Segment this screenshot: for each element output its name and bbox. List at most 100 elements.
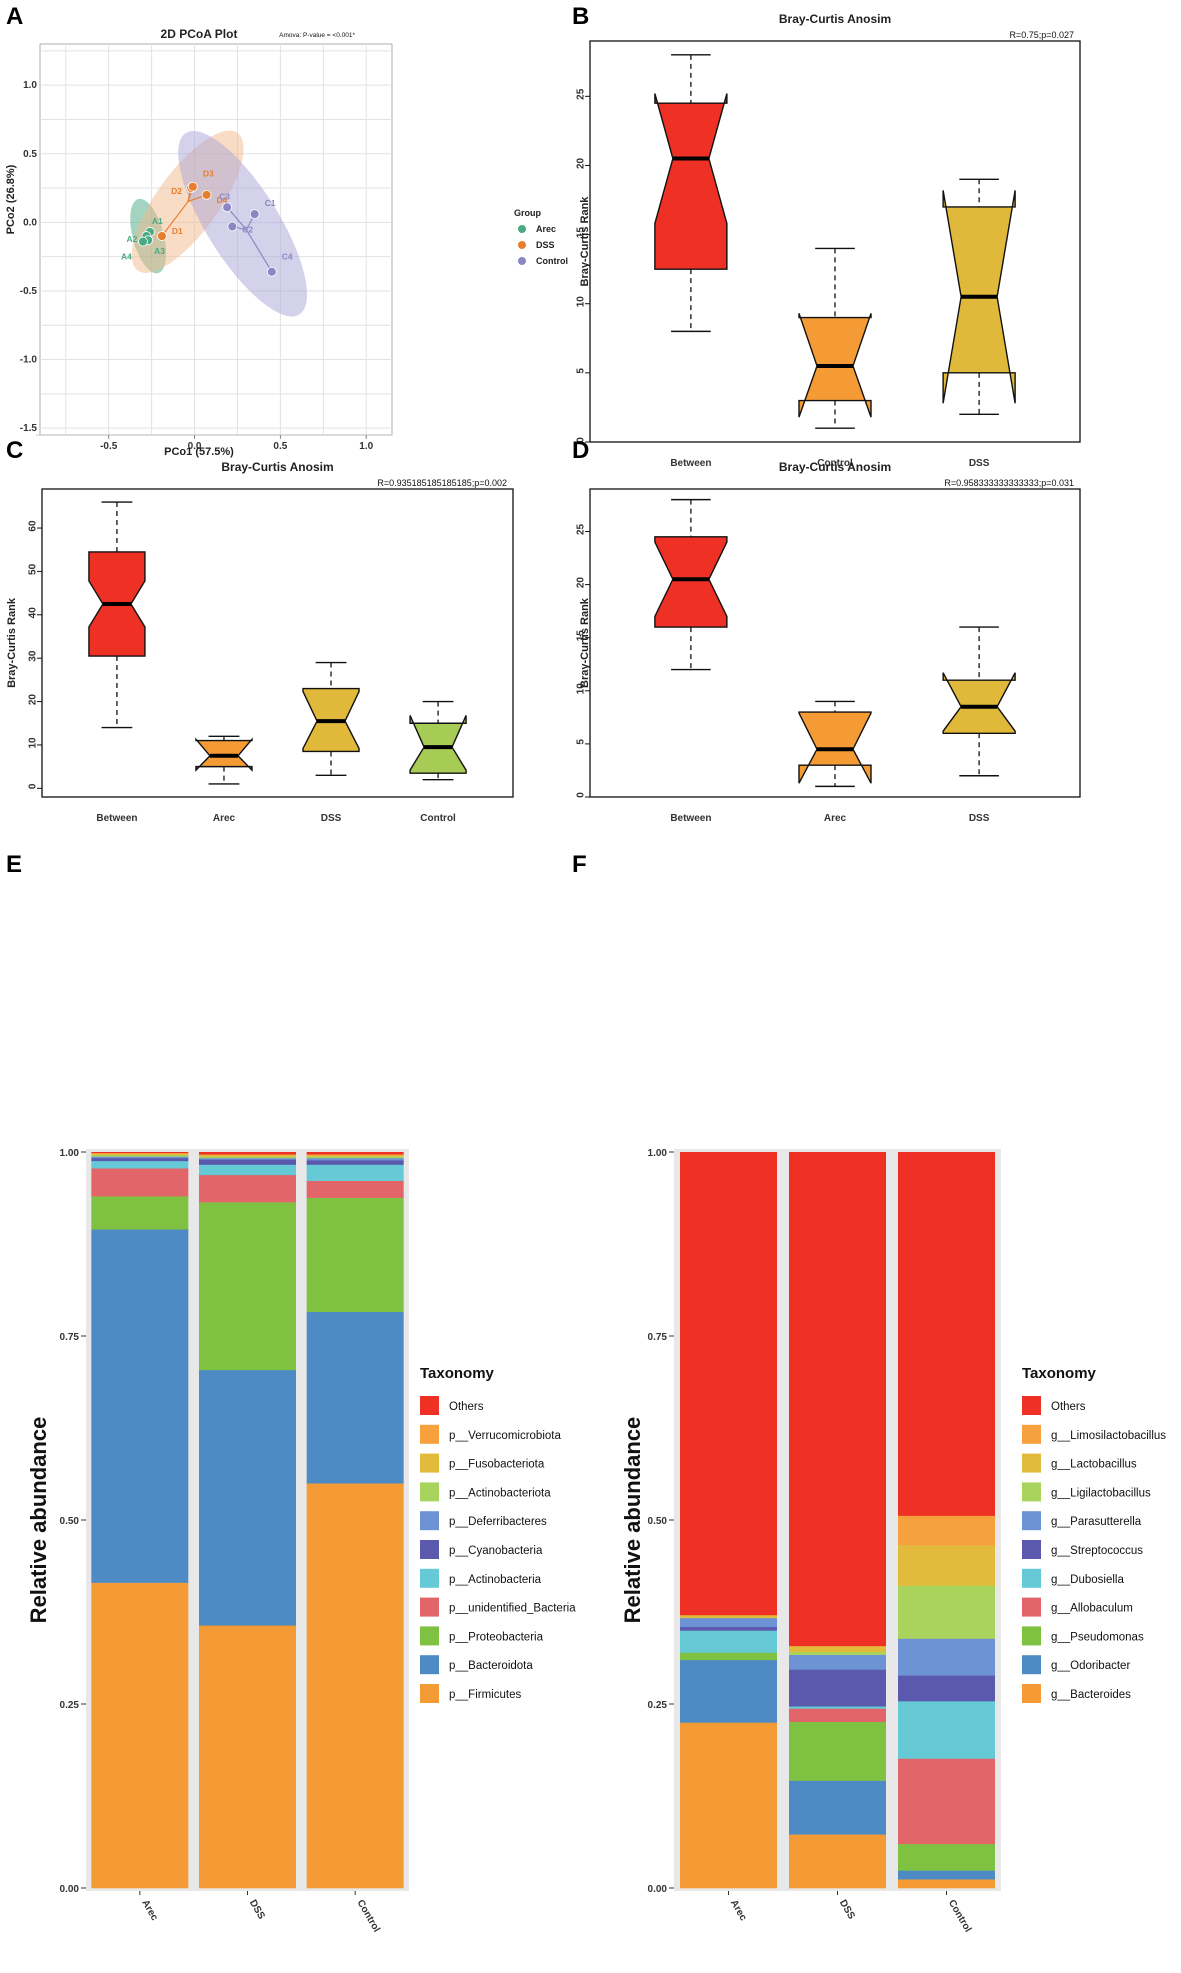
y-tick-label: 20 (576, 157, 587, 169)
bar-segment-dss (789, 1706, 886, 1709)
bar-segment-control (306, 1160, 404, 1165)
bar-segment-arec (680, 1722, 777, 1889)
bar-segment-arec (680, 1630, 777, 1653)
bar-segment-dss (789, 1645, 886, 1653)
y-tick-label: 60 (28, 520, 39, 532)
plot-frame (41, 488, 514, 798)
bar-segment-arec (680, 1652, 777, 1661)
y-tick-label: 0.25 (60, 1700, 80, 1711)
sample-label-c3: C3 (219, 191, 230, 201)
y-tick-label: 20 (576, 577, 587, 589)
legend-label: p__Proteobacteria (449, 1631, 544, 1643)
legend-swatch-arec (518, 225, 526, 233)
x-tick-label-control: Control (946, 1898, 973, 1934)
y-tick-label: -0.5 (20, 286, 38, 297)
y-axis-label: Relative abundance (26, 1417, 51, 1624)
centroid-spoke (226, 206, 247, 231)
legend-swatch (420, 1482, 439, 1502)
legend-swatch (1022, 1568, 1041, 1588)
bar-segment-control (898, 1638, 995, 1676)
bar-segment-control (898, 1758, 995, 1845)
y-tick-label: 25 (576, 88, 587, 100)
panel-d-anosim-boxplot: D Bray-Curtis Anosim R=0.958333333333333;p… (572, 437, 1081, 824)
plot-frame (589, 40, 1081, 443)
legend-swatch (420, 1597, 439, 1617)
legend-title: Taxonomy (420, 1365, 495, 1382)
sample-label-a3: A3 (154, 246, 165, 256)
bar-segment-dss (199, 1174, 296, 1203)
bar-segment-dss (199, 1369, 296, 1626)
anosim-statistic: R=0.958333333333333;p=0.031 (944, 478, 1074, 488)
legend-swatch (1022, 1453, 1041, 1473)
y-tick-label: 0 (576, 437, 587, 443)
x-tick-label-arec: Arec (213, 813, 236, 824)
legend-label-arec: Arec (536, 224, 556, 234)
x-tick-label: -0.5 (100, 441, 118, 452)
y-tick-label: 0.5 (23, 149, 37, 160)
bar-segment-arec (91, 1582, 189, 1889)
bar-segment-control (898, 1545, 995, 1586)
bar-segment-arec (91, 1196, 189, 1230)
legend-label-dss: DSS (536, 240, 555, 250)
legend-swatch (420, 1568, 439, 1588)
y-tick-label: 5 (576, 368, 587, 374)
bar-segment-control (306, 1180, 404, 1198)
x-tick-label-dss: DSS (247, 1898, 267, 1922)
sample-label-d2: D2 (171, 186, 182, 196)
notched-box-control (409, 715, 467, 774)
sample-point-c1 (249, 209, 260, 220)
legend-swatch (1022, 1684, 1041, 1703)
bar-segment-dss (789, 1780, 886, 1835)
bar-segment-arec (680, 1626, 777, 1631)
sample-label-d3: D3 (203, 169, 214, 179)
y-tick-label: 15 (576, 630, 587, 642)
bar-segment-arec (91, 1152, 189, 1154)
y-tick-label: 50 (28, 563, 39, 575)
y-tick-label: 1.00 (60, 1148, 80, 1159)
bar-segment-arec (680, 1617, 777, 1628)
y-tick-label: 5 (576, 739, 587, 745)
bar-segment-arec (680, 1152, 777, 1616)
legend-label: Others (449, 1401, 484, 1413)
centroid-spoke (245, 229, 273, 273)
panel-c-anosim-boxplot: C Bray-Curtis Anosim R=0.935185185185185;p… (6, 437, 514, 824)
legend-label: g__Streptococcus (1051, 1545, 1143, 1557)
bar-segment-control (306, 1311, 404, 1484)
bar-segment-arec (91, 1168, 189, 1197)
sample-label-c1: C1 (265, 198, 276, 208)
amova-annotation: Amova: P-value = <0.001* (279, 32, 355, 39)
legend-label: g__Pseudomonas (1051, 1631, 1144, 1643)
legend-label: p__Fusobacteriota (449, 1459, 545, 1471)
sample-label-a2: A2 (126, 234, 137, 244)
y-tick-label: 0 (28, 783, 39, 789)
y-axis-label: Bray-Curtis Rank (6, 597, 18, 688)
x-tick-label-control: Control (817, 458, 853, 469)
y-tick-label: 0.0 (23, 217, 37, 228)
bar-segment-arec (680, 1614, 777, 1619)
legend-swatch (420, 1655, 439, 1675)
anosim-statistic: R=0.75;p=0.027 (1009, 30, 1074, 40)
bar-segment-control (898, 1152, 995, 1516)
bar-segment-dss (789, 1834, 886, 1889)
panel-a-pcoa-plot: A A1 A2 A3 A4 D1 D2 D3 D4 C1 C2 C3 C4 -0.5 0.0 0.5 1.0 -1… (5, 3, 568, 458)
legend-swatch (1022, 1424, 1041, 1444)
bar-segment-control (306, 1156, 404, 1159)
panel-letter-e: E (6, 851, 22, 878)
legend-label: g__Parasutterella (1051, 1516, 1142, 1528)
legend-swatch (420, 1453, 439, 1473)
x-tick-label: 0.5 (273, 441, 287, 452)
legend-label: p__Actinobacteria (449, 1574, 542, 1586)
x-tick-label-control: Control (355, 1898, 382, 1934)
y-axis-label: Bray-Curtis Rank (579, 597, 591, 688)
bar-segment-control (306, 1157, 404, 1161)
x-tick-label-arec: Arec (139, 1898, 160, 1923)
legend-swatch-control (518, 257, 526, 265)
legend-label: p__Verrucomicrobiota (449, 1430, 561, 1442)
y-tick-label: 0.50 (648, 1516, 668, 1527)
plot-frame (589, 488, 1081, 798)
x-axis-label: PCo1 (57.5%) (164, 446, 234, 458)
legend-label: p__Actinobacteriota (449, 1487, 551, 1499)
sample-point-d1 (157, 231, 167, 241)
y-tick-label: 1.0 (23, 80, 37, 91)
